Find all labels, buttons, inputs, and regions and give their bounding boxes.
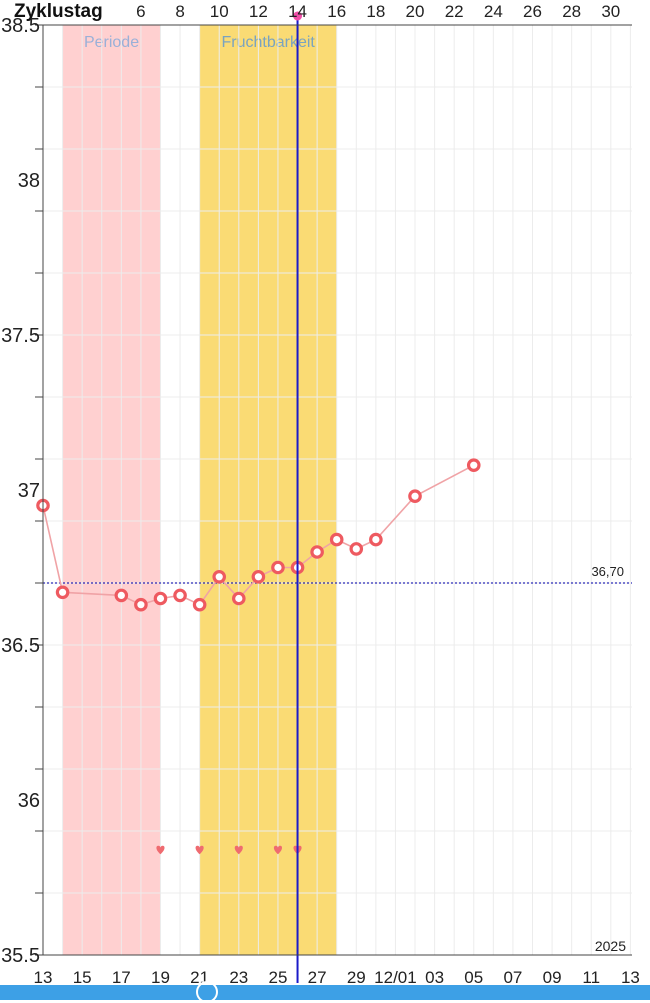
band-1 [199, 25, 337, 955]
y-tick-label: 37 [18, 480, 40, 502]
heart-icon [234, 845, 243, 855]
y-tick-label: 36.5 [1, 635, 40, 657]
data-point [153, 591, 168, 606]
y-tick-label: 38 [18, 170, 40, 192]
top-tick-label: 16 [327, 2, 346, 21]
data-point [55, 585, 70, 600]
bottom-tick-label: 11 [582, 968, 600, 987]
bottom-tick-label: 25 [268, 968, 287, 987]
bottom-tick-label: 09 [543, 968, 562, 987]
data-point [329, 532, 344, 547]
series-group [36, 458, 481, 612]
data-point [310, 545, 324, 559]
band-label-0: Periode [84, 34, 139, 51]
bottom-tick-label: 29 [347, 968, 366, 987]
band-label-1: Fruchtbarkeit [221, 34, 315, 51]
y-tick-label: 38.5 [1, 15, 40, 37]
bottom-tick-label: 13 [34, 968, 53, 987]
heart-icon [195, 845, 204, 855]
data-point [173, 588, 187, 603]
data-point [192, 597, 207, 612]
top-tick-label: 8 [175, 2, 184, 21]
phase-bands: Periode Fruchtbarkeit [62, 25, 337, 955]
today-marker [293, 11, 303, 983]
top-tick-label: 26 [523, 2, 542, 21]
bottom-navigation-bar [0, 981, 650, 1003]
top-tick-label: 10 [210, 2, 229, 21]
bottom-tick-label: 07 [503, 968, 522, 987]
reference-line-group: 36,70 [43, 564, 632, 584]
bottom-tick-label: 15 [73, 968, 92, 987]
bottom-tick-label: 27 [308, 968, 327, 987]
data-point [271, 560, 285, 575]
y-tick-label: 36 [18, 790, 40, 812]
data-point [114, 588, 129, 603]
year-label: 2025 [595, 938, 626, 954]
data-point [232, 591, 246, 606]
top-tick-label: 28 [562, 2, 581, 21]
heart-icon [156, 845, 165, 855]
data-point [408, 489, 422, 503]
reference-line-label: 36,70 [591, 564, 624, 579]
y-tick-label: 35.5 [1, 945, 40, 967]
axes: Zyklustag 6 8 10 12 14 16 18 20 22 24 26 28 30 13 15 17 1… [1, 1, 640, 987]
bottom-tick-label: 23 [229, 968, 248, 987]
data-point [349, 542, 364, 556]
top-tick-label: 24 [484, 2, 503, 21]
bottom-tick-label: 17 [112, 968, 131, 987]
data-point [369, 532, 383, 547]
top-tick-label: 14 [288, 2, 307, 21]
top-tick-label: 20 [406, 2, 425, 21]
heart-markers [156, 845, 302, 855]
data-point [134, 597, 148, 612]
top-tick-label: 6 [136, 2, 145, 21]
bottom-tick-label: 12/01 [374, 968, 417, 987]
top-tick-label: 12 [249, 2, 268, 21]
today-dot-icon [293, 11, 303, 21]
y-tick-label: 37.5 [1, 325, 40, 347]
bottom-tick-label: 03 [425, 968, 444, 987]
top-tick-label: 18 [366, 2, 385, 21]
bottom-tick-label: 05 [464, 968, 483, 987]
data-point [251, 569, 266, 584]
top-tick-label: 30 [601, 2, 620, 21]
data-point [212, 569, 227, 584]
bottom-tick-label: 19 [151, 968, 170, 987]
data-point [466, 458, 481, 472]
band-0 [62, 25, 161, 955]
heart-icon [273, 845, 283, 855]
bottom-tick-label: 13 [621, 968, 640, 987]
top-axis-title: Zyklustag [14, 1, 103, 22]
top-tick-label: 22 [445, 2, 464, 21]
